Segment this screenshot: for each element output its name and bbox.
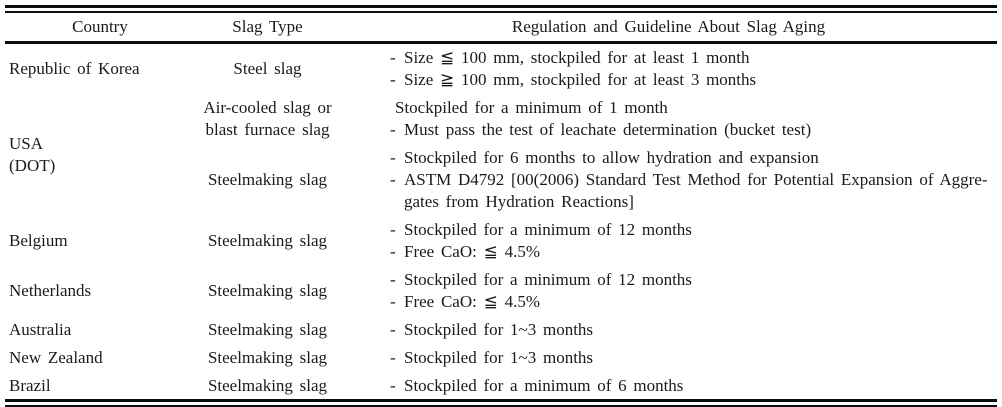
- slag-type-cell: Steelmaking slag: [195, 347, 340, 369]
- dash-bullet: -: [390, 48, 396, 67]
- regulation-line: - Stockpiled for 1~3 months: [390, 319, 997, 341]
- country-cell: Republic of Korea: [5, 58, 195, 80]
- country-label: Australia: [9, 320, 72, 339]
- country-label: USA: [9, 134, 44, 153]
- regulation-text: Stockpiled for a minimum of 6 months: [404, 376, 684, 395]
- regulation-text: Size ≧ 100 mm, stockpiled for at least 3…: [404, 70, 757, 89]
- regulation-text: ASTM D4792 [00(2006) Standard Test Metho…: [404, 169, 997, 213]
- table-row-new-zealand: New Zealand Steelmaking slag - Stockpiled…: [5, 347, 997, 369]
- regulation-cell: - Size ≦ 100 mm, stockpiled for at least …: [340, 47, 997, 91]
- country-cell: Australia: [5, 319, 195, 341]
- regulation-line: - Free CaO: ≦ 4.5%: [390, 291, 997, 313]
- dash-bullet: -: [390, 220, 396, 239]
- dash-bullet: -: [390, 242, 396, 261]
- regulation-cell: - Stockpiled for 6 months to allow hydrat…: [340, 147, 997, 213]
- country-label: Netherlands: [9, 281, 92, 300]
- regulation-line: - Must pass the test of leachate determin…: [390, 119, 997, 141]
- regulation-text: Stockpiled for a minimum of 1 month: [395, 98, 668, 117]
- regulation-cell: - Stockpiled for a minimum of 6 months: [340, 375, 997, 397]
- column-header-slag-type: Slag Type: [232, 17, 303, 36]
- regulation-text: Size ≦ 100 mm, stockpiled for at least 1…: [404, 48, 750, 67]
- dash-bullet: -: [390, 292, 396, 311]
- table-row-brazil: Brazil Steelmaking slag - Stockpiled for …: [5, 375, 997, 397]
- regulation-text: Free CaO: ≦ 4.5%: [404, 292, 540, 311]
- slag-type-cell: Steelmaking slag: [195, 230, 340, 252]
- table-row-australia: Australia Steelmaking slag - Stockpiled f…: [5, 319, 997, 341]
- regulation-line: - Stockpiled for 1~3 months: [390, 347, 997, 369]
- slag-type-label: Steelmaking slag: [207, 376, 328, 395]
- column-header-country: Country: [72, 17, 128, 36]
- country-label: New Zealand: [9, 348, 103, 367]
- dash-bullet: -: [390, 376, 396, 395]
- country-label: Brazil: [9, 376, 51, 395]
- regulation-line: - Size ≦ 100 mm, stockpiled for at least …: [390, 47, 997, 69]
- slag-type-label: Steelmaking slag: [207, 231, 328, 250]
- regulation-line: - Size ≧ 100 mm, stockpiled for at least …: [390, 69, 997, 91]
- slag-type-label: Steelmaking slag: [207, 348, 328, 367]
- dash-bullet: -: [390, 348, 396, 367]
- regulation-line: - Stockpiled for a minimum of 6 months: [390, 375, 997, 397]
- dash-bullet: -: [390, 70, 396, 89]
- table-body: Republic of Korea Steel slag - Size ≦ 100…: [5, 44, 997, 399]
- table-row-netherlands: Netherlands Steelmaking slag - Stockpiled…: [5, 269, 997, 313]
- slag-type-cell: Steelmaking slag: [195, 319, 340, 341]
- slag-type-label: Air-cooled slag or: [203, 98, 332, 117]
- dash-bullet: -: [390, 270, 396, 289]
- slag-type-cell: Steelmaking slag: [195, 280, 340, 302]
- regulation-cell: - Stockpiled for 1~3 months: [340, 319, 997, 341]
- regulation-text-continuation: gates from Hydration Reactions]: [404, 192, 634, 211]
- regulation-text: Stockpiled for a minimum of 12 months: [404, 220, 692, 239]
- regulation-text: Stockpiled for 6 months to allow hydrati…: [404, 148, 819, 167]
- country-cell: Belgium: [5, 230, 195, 252]
- slag-type-cell: Steelmaking slag: [195, 375, 340, 397]
- regulation-line: - Stockpiled for a minimum of 12 months: [390, 219, 997, 241]
- table-header-row: Country Slag Type Regulation and Guideli…: [5, 13, 997, 41]
- country-cell: New Zealand: [5, 347, 195, 369]
- table-row-korea: Republic of Korea Steel slag - Size ≦ 100…: [5, 47, 997, 91]
- table-header-rule: [5, 41, 997, 44]
- regulation-text: Stockpiled for 1~3 months: [404, 348, 594, 367]
- regulation-line: Stockpiled for a minimum of 1 month: [390, 97, 997, 119]
- country-label: Belgium: [9, 231, 68, 250]
- regulation-line: - ASTM D4792 [00(2006) Standard Test Meth…: [390, 169, 997, 213]
- table-row-belgium: Belgium Steelmaking slag - Stockpiled for…: [5, 219, 997, 263]
- regulation-line: - Free CaO: ≦ 4.5%: [390, 241, 997, 263]
- regulation-line: - Stockpiled for a minimum of 12 months: [390, 269, 997, 291]
- slag-type-label: Steelmaking slag: [207, 281, 328, 300]
- regulation-text: Stockpiled for a minimum of 12 months: [404, 270, 692, 289]
- slag-type-cell: Steel slag: [195, 58, 340, 80]
- slag-type-label: Steelmaking slag: [207, 320, 328, 339]
- regulation-cell: Stockpiled for a minimum of 1 month - Mus…: [340, 97, 997, 141]
- country-label-line2: (DOT): [9, 156, 56, 175]
- country-label: Republic of Korea: [9, 59, 140, 78]
- dash-bullet: -: [390, 320, 396, 339]
- country-cell: USA (DOT): [5, 133, 195, 177]
- dash-bullet: -: [390, 148, 396, 167]
- slag-type-label: Steel slag: [233, 59, 302, 78]
- regulation-text-line1: ASTM D4792 [00(2006) Standard Test Metho…: [404, 170, 988, 189]
- regulation-text: Free CaO: ≦ 4.5%: [404, 242, 540, 261]
- country-cell: Netherlands: [5, 280, 195, 302]
- dash-bullet: -: [390, 170, 396, 189]
- regulation-cell: - Stockpiled for 1~3 months: [340, 347, 997, 369]
- table-bottom-rule: [5, 399, 997, 407]
- slag-type-label: Steelmaking slag: [207, 170, 328, 189]
- slag-type-label-line2: blast furnace slag: [205, 120, 330, 139]
- table-top-rule: [5, 5, 997, 13]
- slag-type-cell: Air-cooled slag or blast furnace slag: [195, 97, 340, 141]
- column-header-regulation: Regulation and Guideline About Slag Agin…: [511, 17, 826, 36]
- regulation-text: Stockpiled for 1~3 months: [404, 320, 594, 339]
- country-cell: Brazil: [5, 375, 195, 397]
- slag-type-cell: Steelmaking slag: [195, 169, 340, 191]
- dash-bullet: -: [390, 120, 396, 139]
- regulation-cell: - Stockpiled for a minimum of 12 months -…: [340, 269, 997, 313]
- regulation-text: Must pass the test of leachate determina…: [404, 120, 812, 139]
- table-row-usa: USA (DOT) Air-cooled slag or blast furna…: [5, 97, 997, 213]
- regulation-cell: - Stockpiled for a minimum of 12 months -…: [340, 219, 997, 263]
- regulation-line: - Stockpiled for 6 months to allow hydrat…: [390, 147, 997, 169]
